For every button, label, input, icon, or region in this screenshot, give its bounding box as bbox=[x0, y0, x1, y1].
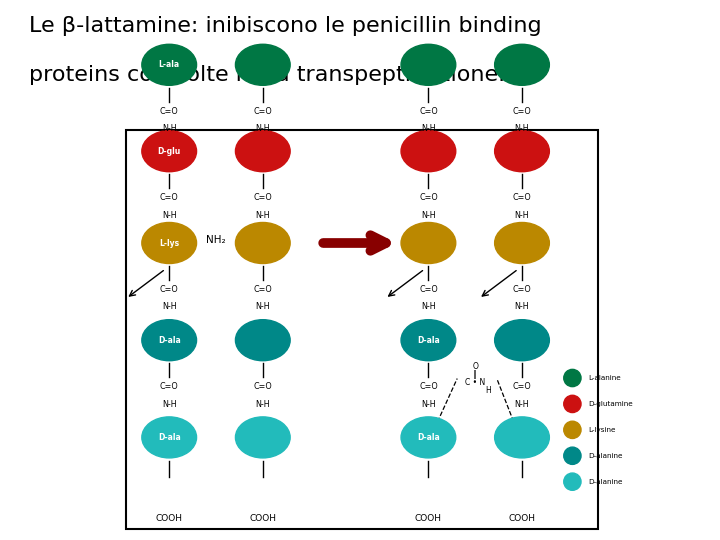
Text: N-H: N-H bbox=[515, 302, 529, 312]
Ellipse shape bbox=[401, 417, 456, 458]
Text: D-glu: D-glu bbox=[158, 147, 181, 156]
Text: O: O bbox=[472, 362, 478, 370]
Ellipse shape bbox=[142, 131, 197, 172]
Text: C=O: C=O bbox=[419, 193, 438, 202]
Ellipse shape bbox=[401, 320, 456, 361]
Text: C=O: C=O bbox=[253, 193, 272, 202]
Text: C=O: C=O bbox=[513, 193, 531, 202]
Text: L-lysine: L-lysine bbox=[588, 427, 616, 433]
Ellipse shape bbox=[235, 222, 290, 264]
Text: Le β-lattamine: inibiscono le penicillin binding: Le β-lattamine: inibiscono le penicillin… bbox=[29, 16, 541, 36]
Ellipse shape bbox=[564, 447, 581, 464]
Ellipse shape bbox=[495, 131, 549, 172]
Text: D-glutamine: D-glutamine bbox=[588, 401, 633, 407]
Text: N-H: N-H bbox=[421, 211, 436, 220]
Text: N-H: N-H bbox=[421, 400, 436, 409]
Text: D-alanine: D-alanine bbox=[588, 478, 623, 485]
Text: C=O: C=O bbox=[253, 285, 272, 294]
Ellipse shape bbox=[495, 320, 549, 361]
Ellipse shape bbox=[564, 369, 581, 387]
Ellipse shape bbox=[401, 131, 456, 172]
Ellipse shape bbox=[564, 395, 581, 413]
Text: C=O: C=O bbox=[513, 382, 531, 391]
Text: D-ala: D-ala bbox=[158, 336, 181, 345]
Ellipse shape bbox=[142, 222, 197, 264]
Text: N-H: N-H bbox=[256, 211, 270, 220]
Text: NH₂: NH₂ bbox=[206, 235, 226, 245]
Text: N-H: N-H bbox=[162, 124, 176, 133]
Text: COOH: COOH bbox=[415, 514, 442, 523]
Text: C=O: C=O bbox=[160, 107, 179, 116]
Text: C=O: C=O bbox=[419, 382, 438, 391]
Ellipse shape bbox=[495, 44, 549, 85]
Ellipse shape bbox=[235, 320, 290, 361]
Bar bbox=[126, 130, 598, 529]
Text: L-alanine: L-alanine bbox=[588, 375, 621, 381]
Text: N-H: N-H bbox=[162, 211, 176, 220]
Text: N-H: N-H bbox=[256, 124, 270, 133]
Text: N-H: N-H bbox=[162, 302, 176, 312]
Text: C=O: C=O bbox=[419, 107, 438, 116]
Text: COOH: COOH bbox=[156, 514, 183, 523]
Ellipse shape bbox=[401, 44, 456, 85]
Text: D-ala: D-ala bbox=[158, 433, 181, 442]
Text: C=O: C=O bbox=[253, 382, 272, 391]
Text: ‖: ‖ bbox=[473, 370, 477, 379]
Text: N-H: N-H bbox=[515, 400, 529, 409]
Ellipse shape bbox=[495, 417, 549, 458]
Text: N-H: N-H bbox=[421, 124, 436, 133]
Ellipse shape bbox=[235, 131, 290, 172]
Text: C=O: C=O bbox=[160, 382, 179, 391]
Text: H: H bbox=[485, 387, 491, 395]
Text: N-H: N-H bbox=[515, 124, 529, 133]
Ellipse shape bbox=[142, 44, 197, 85]
Text: C=O: C=O bbox=[513, 285, 531, 294]
Text: C=O: C=O bbox=[160, 285, 179, 294]
Ellipse shape bbox=[495, 222, 549, 264]
Ellipse shape bbox=[142, 417, 197, 458]
Text: N-H: N-H bbox=[256, 302, 270, 312]
Ellipse shape bbox=[564, 473, 581, 490]
Text: N-H: N-H bbox=[162, 400, 176, 409]
Ellipse shape bbox=[235, 417, 290, 458]
Ellipse shape bbox=[142, 320, 197, 361]
Text: L-ala: L-ala bbox=[158, 60, 180, 69]
Text: COOH: COOH bbox=[508, 514, 536, 523]
Text: N-H: N-H bbox=[515, 211, 529, 220]
Text: C=O: C=O bbox=[253, 107, 272, 116]
Text: N-H: N-H bbox=[256, 400, 270, 409]
Text: D-ala: D-ala bbox=[417, 433, 440, 442]
Text: COOH: COOH bbox=[249, 514, 276, 523]
Text: D-ala: D-ala bbox=[417, 336, 440, 345]
Text: C • N: C • N bbox=[465, 378, 485, 387]
Ellipse shape bbox=[564, 421, 581, 438]
Text: L-lys: L-lys bbox=[159, 239, 179, 247]
Ellipse shape bbox=[401, 222, 456, 264]
Text: D-alanine: D-alanine bbox=[588, 453, 623, 459]
Text: proteins coinvolte nella transpeptidazione.: proteins coinvolte nella transpeptidazio… bbox=[29, 65, 505, 85]
Text: C=O: C=O bbox=[419, 285, 438, 294]
Text: C=O: C=O bbox=[513, 107, 531, 116]
Ellipse shape bbox=[235, 44, 290, 85]
Text: C=O: C=O bbox=[160, 193, 179, 202]
Text: N-H: N-H bbox=[421, 302, 436, 312]
